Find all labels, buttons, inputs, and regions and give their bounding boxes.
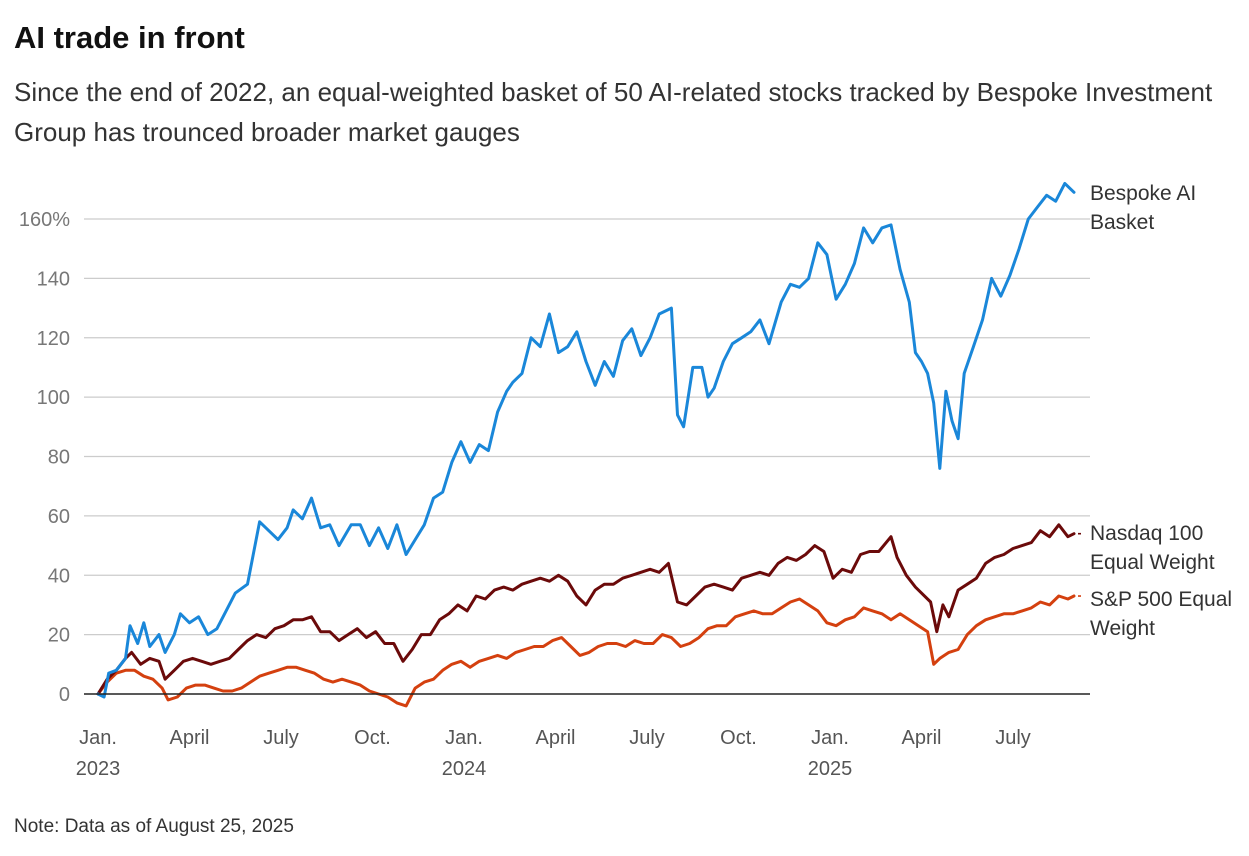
axis-layer: 0 20 40 60 80 100 120 140 160% Jan. 2023 April July O… bbox=[19, 209, 1090, 780]
y-tick-label: 140 bbox=[37, 268, 70, 290]
y-tick-label: 160% bbox=[19, 209, 70, 231]
y-tick-label: 100 bbox=[37, 387, 70, 409]
x-tick-label: April bbox=[535, 727, 575, 749]
line-chart: 0 20 40 60 80 100 120 140 160% Jan. 2023 April July O… bbox=[19, 181, 1232, 780]
series-label: Nasdaq 100 bbox=[1090, 522, 1203, 545]
series-label: Equal Weight bbox=[1090, 551, 1215, 574]
series-label: Bespoke AI bbox=[1090, 182, 1196, 205]
x-tick-year-label: 2024 bbox=[442, 758, 487, 780]
x-tick-label: Oct. bbox=[720, 727, 757, 749]
x-tick-year-label: 2025 bbox=[808, 758, 853, 780]
y-tick-label: 80 bbox=[48, 447, 70, 469]
grid-layer bbox=[84, 218, 1090, 636]
chart-subtitle: Since the end of 2022, an equal-weighted… bbox=[14, 77, 1213, 147]
y-tick-label: 120 bbox=[37, 328, 70, 350]
x-tick-label: July bbox=[263, 727, 299, 749]
series-line bbox=[96, 181, 1076, 699]
x-tick-label: April bbox=[169, 727, 209, 749]
y-tick-label: 60 bbox=[48, 506, 70, 528]
chart-note: Note: Data as of August 25, 2025 bbox=[14, 816, 294, 837]
series-label: Basket bbox=[1090, 211, 1154, 234]
x-tick-label: Jan. bbox=[445, 727, 483, 749]
series-line bbox=[96, 594, 1076, 708]
x-tick-label: April bbox=[901, 727, 941, 749]
y-tick-label: 0 bbox=[59, 684, 70, 706]
series-label-layer: Bespoke AI Basket Nasdaq 100 Equal Weight S&… bbox=[1078, 182, 1232, 640]
x-tick-label: Jan. bbox=[79, 727, 117, 749]
x-tick-label: July bbox=[995, 727, 1031, 749]
y-tick-label: 20 bbox=[48, 625, 70, 647]
x-tick-label: Oct. bbox=[354, 727, 391, 749]
series-label: S&P 500 Equal bbox=[1090, 588, 1232, 611]
series-label: Weight bbox=[1090, 617, 1155, 640]
x-tick-year-label: 2023 bbox=[76, 758, 121, 780]
series-layer bbox=[96, 181, 1076, 708]
x-tick-label: July bbox=[629, 727, 665, 749]
y-tick-label: 40 bbox=[48, 565, 70, 587]
x-tick-label: Jan. bbox=[811, 727, 849, 749]
chart-title: AI trade in front bbox=[14, 20, 245, 55]
series-line bbox=[96, 523, 1076, 696]
